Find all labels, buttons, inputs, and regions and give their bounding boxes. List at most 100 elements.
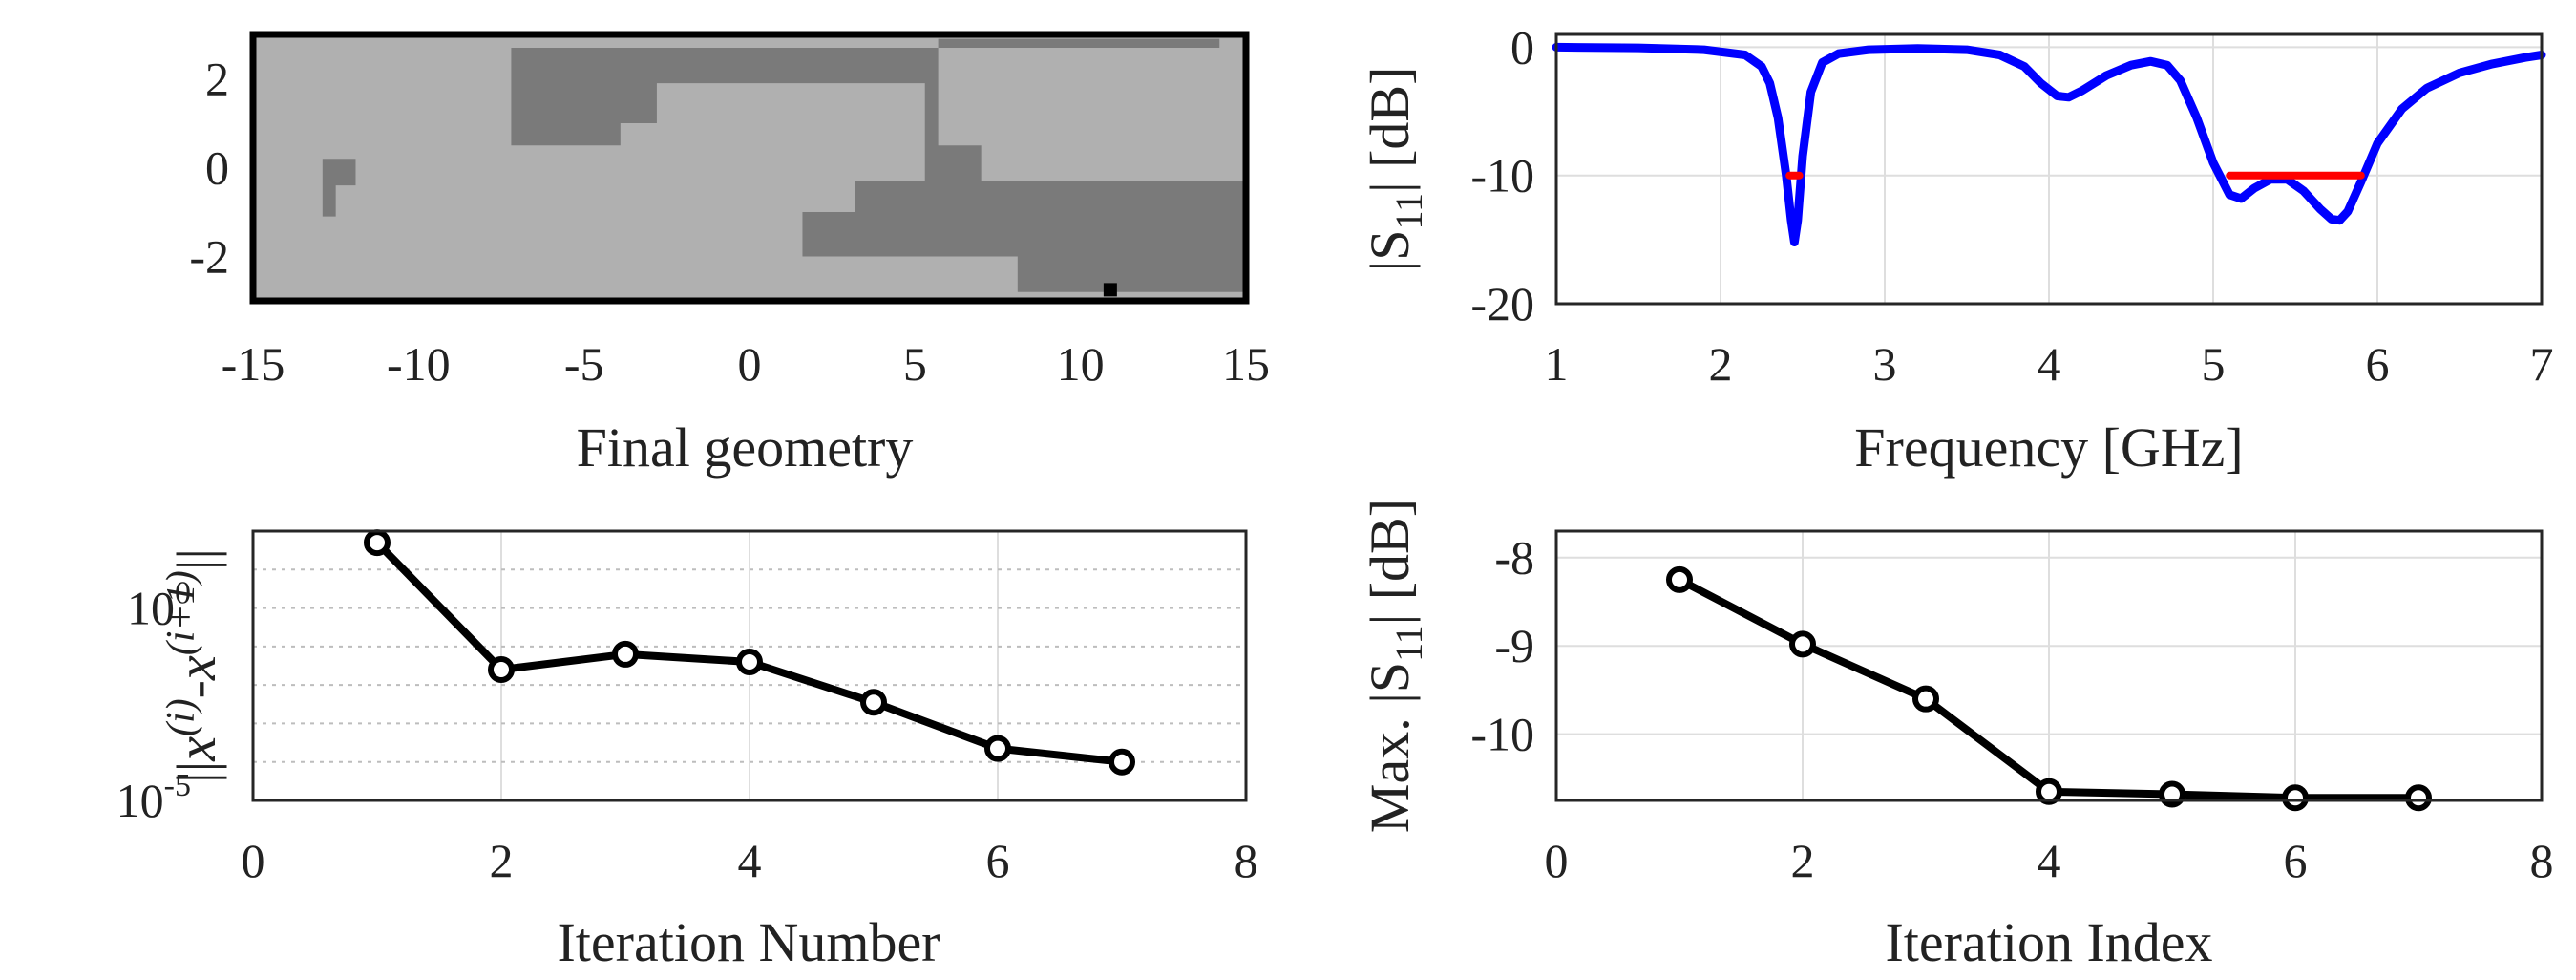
tick-base: 10 [116,774,164,827]
geometry-y-tick-label: 0 [205,141,229,195]
max-s11-series [1666,565,2432,812]
geometry-region-upper-left-metal [511,47,982,195]
geometry-region-right-feed-metal [802,181,1246,292]
s11-x-tick-label: 7 [2530,337,2554,391]
s11-curve [1552,42,2546,246]
max-s11-axes-frame [1554,529,2544,802]
max-s11-point [2405,784,2432,812]
max-s11-x-tick-label: 8 [2530,834,2554,887]
s11-x-tick-label: 4 [2038,337,2061,391]
convergence-point [1109,748,1135,776]
s11-x-tick-label: 3 [1873,337,1897,391]
conv-y-open: || [165,761,227,783]
convergence-point [364,529,391,557]
s11-y-tick-labels: 0 -10 -20 [1470,20,1534,330]
geometry-x-tick-label: 10 [1057,337,1105,391]
geometry-x-tick-labels: -15 -10 -5 0 5 10 15 [222,337,1270,391]
max-s11-point [2282,784,2309,812]
max-s11-x-label: Iteration Index [1885,911,2212,973]
convergence-x-tick-label: 4 [738,834,762,887]
max-y-label-a: Max. |S [1359,662,1421,833]
max-y-label-b: | [dB] [1359,499,1421,625]
geometry-border [249,31,1250,305]
convergence-x-label: Iteration Number [557,911,940,973]
convergence-x-tick-labels: 0 2 4 6 8 [242,834,1258,887]
conv-y-close: || [165,548,227,570]
max-y-label-sub: 11 [1387,625,1430,662]
tick-base: 10 [127,582,175,635]
geometry-y-tick-labels: 2 0 -2 [189,53,229,284]
geometry-x-tick-label: -15 [222,337,285,391]
convergence-series [364,529,1135,776]
max-s11-x-tick-labels: 0 2 4 6 8 [1545,834,2554,887]
geometry-y-tick-label: -2 [189,230,229,284]
s11-x-label: Frequency [GHz] [1854,416,2243,479]
conv-y-x2: x [165,655,227,681]
geometry-y-tick-label: 2 [205,53,229,106]
geometry-region-small-left-patch [322,159,356,217]
conv-y-x1: x [165,736,227,762]
max-s11-x-tick-label: 2 [1791,834,1815,887]
max-s11-point [1912,685,1939,713]
convergence-x-tick-label: 0 [242,834,265,887]
max-s11-y-tick-label: -8 [1494,531,1534,585]
s11-grid [1555,34,2543,305]
tick-exponent: 0 [175,576,191,611]
max-s11-point [2036,778,2062,805]
conv-y-sup1: (i) [159,698,203,736]
geometry-x-tick-label: 15 [1222,337,1270,391]
s11-x-tick-label: 2 [1709,337,1733,391]
tick-exponent: -5 [164,768,191,803]
convergence-point [984,735,1011,762]
convergence-point [612,640,639,668]
geometry-x-tick-label: -10 [387,337,451,391]
geometry-panel: -15 -10 -5 0 5 10 15 20-2 Final geometry [189,31,1270,479]
geometry-x-tick-label: 0 [738,337,762,391]
s11-y-label-b: | [dB] [1359,67,1421,193]
s11-x-tick-label: 1 [1545,337,1569,391]
s11-y-label: |S11| [dB] [1359,67,1430,272]
convergence-x-tick-label: 6 [986,834,1010,887]
max-s11-y-tick-label: -9 [1494,619,1534,672]
geometry-x-label: Final geometry [577,416,914,479]
max-s11-y-label: Max. |S11| [dB] [1359,499,1430,833]
s11-x-tick-labels: 1 2 3 4 5 6 7 [1545,337,2554,391]
s11-panel: 1 2 3 4 5 6 7 0 -10 -20 Frequency [GHz] |S11| [d… [1359,20,2554,479]
s11-y-label-sub: 11 [1387,193,1430,230]
max-s11-y-tick-label: -10 [1470,708,1534,761]
s11-y-tick-label: 0 [1510,20,1534,74]
max-s11-point [1666,565,1693,593]
geometry-x-tick-label: 5 [903,337,927,391]
s11-axes-frame [1554,32,2544,306]
max-s11-x-tick-label: 4 [2038,834,2061,887]
convergence-x-tick-label: 8 [1235,834,1258,887]
s11-x-tick-label: 6 [2366,337,2390,391]
geometry-x-tick-label: -5 [564,337,604,391]
convergence-point [736,648,763,675]
max-s11-y-tick-labels: -8 -9 -10 [1470,531,1534,761]
max-s11-point [1789,630,1816,658]
convergence-point [488,656,515,684]
s11-series [1552,42,2546,246]
convergence-x-tick-label: 2 [490,834,514,887]
s11-y-tick-label: -20 [1470,277,1534,330]
max-s11-grid [1555,531,2543,800]
convergence-point [860,689,887,716]
conv-y-minus: - [165,680,227,698]
max-s11-panel: 0 2 4 6 8 -8 -9 -10 Iteration Index Max. |S11|… [1359,499,2554,973]
geometry-region-top-right-strip [938,38,1220,48]
conv-y-sup2: (i+1) [159,570,203,655]
convergence-axes-frame [251,529,1248,802]
s11-y-label-a: |S [1359,230,1421,272]
s11-x-tick-label: 5 [2202,337,2226,391]
convergence-y-tick-label: 10-5 [116,768,191,827]
convergence-y-tick-label: 100 [127,576,191,635]
geometry-regions [322,38,1246,292]
convergence-y-label: ||x(i)-x(i+1)|| [159,548,227,783]
max-s11-x-tick-label: 6 [2284,834,2308,887]
s11-y-tick-label: -10 [1470,149,1534,202]
max-s11-x-tick-label: 0 [1545,834,1569,887]
